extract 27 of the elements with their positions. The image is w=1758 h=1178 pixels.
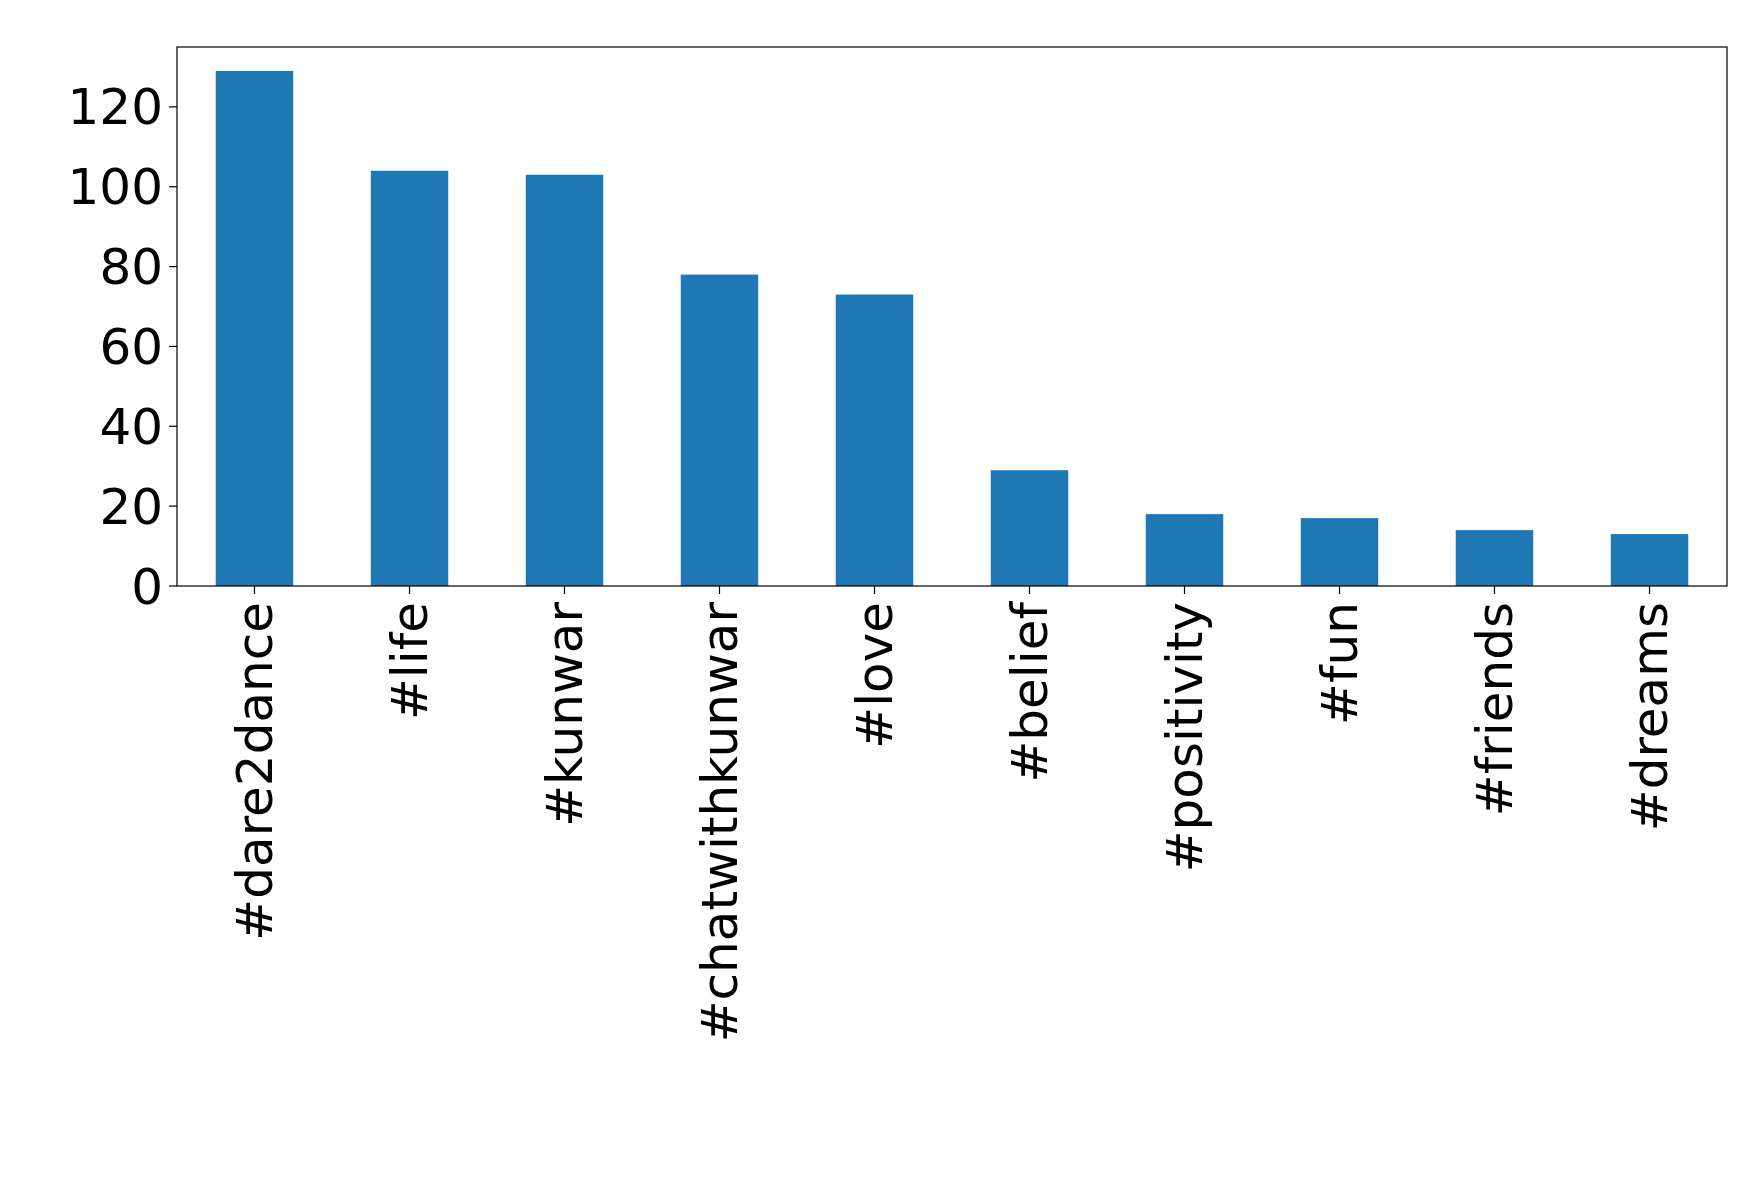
bar bbox=[525, 174, 604, 586]
x-tick-label: #chatwithkunwar bbox=[691, 601, 749, 1043]
y-tick-label: 80 bbox=[99, 238, 163, 297]
x-tick-label: #positivity bbox=[1156, 602, 1214, 873]
bar bbox=[680, 274, 759, 586]
x-tick-label: #friends bbox=[1466, 602, 1524, 817]
y-tick-label: 0 bbox=[131, 557, 163, 616]
bar bbox=[1455, 530, 1534, 586]
x-tick-label: #life bbox=[381, 602, 439, 721]
bar bbox=[990, 470, 1069, 586]
bar bbox=[1610, 534, 1689, 586]
x-tick-label: #love bbox=[846, 602, 904, 749]
y-tick-label: 120 bbox=[67, 78, 163, 137]
bar bbox=[835, 294, 914, 586]
bar bbox=[1145, 514, 1224, 586]
bar bbox=[370, 170, 449, 586]
x-tick-label: #kunwar bbox=[536, 601, 594, 827]
bar bbox=[1300, 518, 1379, 586]
x-tick-label: #fun bbox=[1311, 602, 1369, 725]
y-tick-label: 20 bbox=[99, 477, 163, 536]
bar bbox=[215, 70, 294, 586]
x-tick-label: #dreams bbox=[1621, 602, 1679, 832]
x-tick-label: #dare2dance bbox=[226, 602, 284, 941]
y-tick-label: 100 bbox=[67, 158, 163, 217]
y-tick-label: 60 bbox=[99, 317, 163, 376]
y-tick-label: 40 bbox=[99, 397, 163, 456]
x-tick-label: #belief bbox=[1001, 600, 1059, 783]
